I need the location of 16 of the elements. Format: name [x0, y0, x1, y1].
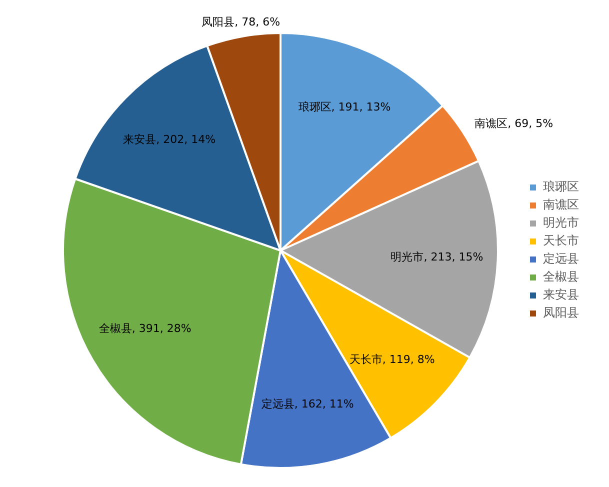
legend-label: 凤阳县	[543, 306, 579, 320]
data-label: 凤阳县, 78, 6%	[202, 15, 280, 28]
data-label: 南谯区, 69, 5%	[474, 117, 554, 130]
legend-label: 南谯区	[543, 198, 579, 212]
data-label: 来安县, 202, 14%	[123, 133, 216, 146]
data-label: 全椒县, 391, 28%	[98, 322, 192, 335]
legend-label: 琅琊区	[543, 180, 579, 194]
data-label: 定远县, 162, 11%	[261, 398, 354, 411]
data-label: 天长市, 119, 8%	[349, 353, 435, 366]
legend-label: 明光市	[543, 216, 579, 230]
legend-label: 全椒县	[543, 270, 579, 284]
data-label: 明光市, 213, 15%	[390, 250, 484, 264]
legend-label: 天长市	[543, 234, 579, 248]
legend-label: 来安县	[543, 288, 579, 302]
legend-label: 定远县	[543, 252, 579, 266]
data-label: 琅琊区, 191, 13%	[298, 100, 391, 114]
